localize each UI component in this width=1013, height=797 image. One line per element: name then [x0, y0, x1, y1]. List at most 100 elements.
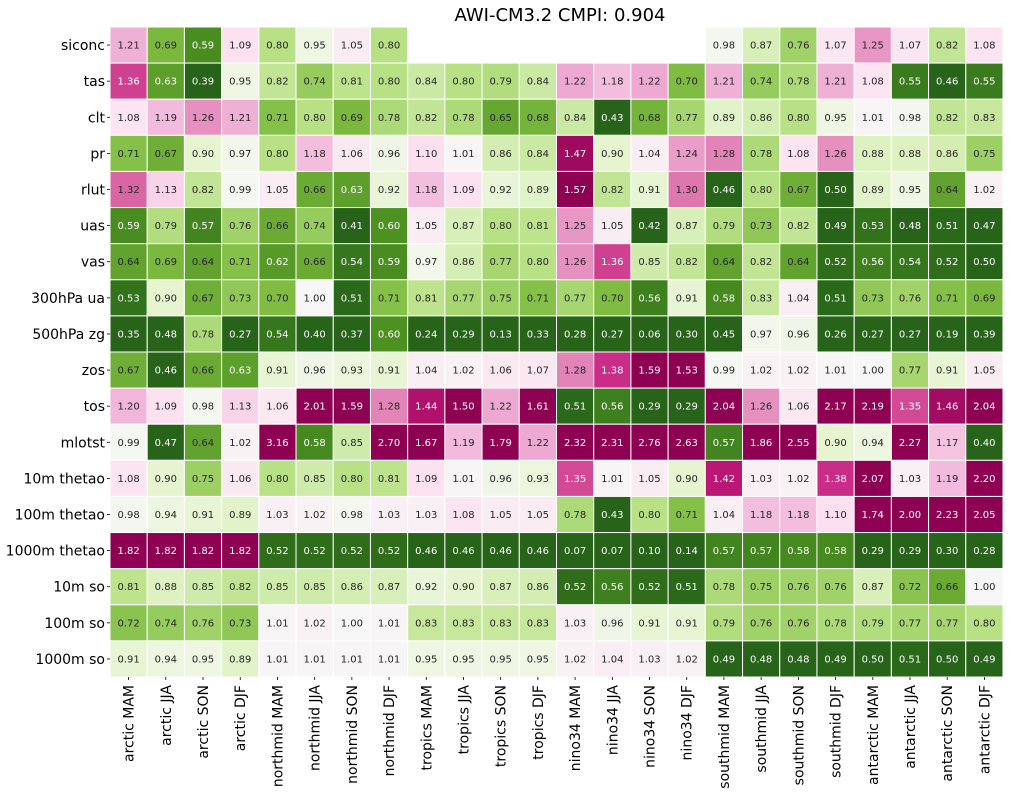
- heatmap-cell: [407, 134, 446, 172]
- column-tick-label: northmid JJA: [308, 685, 324, 771]
- heatmap-cell: [630, 387, 669, 425]
- cell-value-label: 0.96: [490, 474, 512, 485]
- column-tick-label: tropics MAM: [419, 685, 435, 770]
- row-tick-label: 10m so: [53, 580, 105, 596]
- heatmap-cell: [407, 568, 446, 606]
- cell-value-label: 0.86: [750, 113, 772, 124]
- cell-value-label: 0.70: [676, 77, 698, 88]
- heatmap-cell: [593, 134, 632, 172]
- cell-value-label: 1.38: [824, 474, 846, 485]
- cell-value-label: 0.93: [341, 366, 363, 377]
- heatmap-cell: [593, 495, 632, 534]
- heatmap-cell: [928, 315, 967, 353]
- cell-value-label: 0.86: [341, 582, 363, 593]
- heatmap-cell: [332, 532, 371, 570]
- heatmap-cell: [481, 170, 520, 209]
- cell-value-label: 1.03: [415, 510, 437, 521]
- cell-value-label: 0.73: [862, 293, 884, 304]
- cell-value-label: 0.95: [490, 654, 512, 665]
- cell-value-label: 1.22: [527, 438, 549, 449]
- heatmap-cell: [481, 568, 520, 606]
- row-tick-label: rlut: [81, 183, 106, 199]
- column-tick-label: tropics DJF: [531, 685, 547, 760]
- cell-value-label: 0.86: [527, 582, 549, 593]
- cell-value-label: 0.55: [899, 77, 921, 88]
- cell-value-label: 0.57: [713, 438, 735, 449]
- heatmap-cell: [295, 351, 334, 389]
- cell-value-label: 0.57: [750, 546, 772, 557]
- cell-value-label: 0.80: [266, 41, 288, 52]
- heatmap-cell: [221, 604, 260, 642]
- cell-value-label: 0.79: [713, 618, 735, 629]
- heatmap-cell: [742, 604, 781, 642]
- column-tick-label: antarctic SON: [940, 685, 956, 782]
- cell-value-label: 0.95: [899, 185, 921, 196]
- heatmap-cell: [481, 495, 520, 534]
- cell-value-label: 0.45: [713, 329, 735, 340]
- heatmap-cell: [630, 62, 669, 100]
- heatmap-cell: [928, 495, 967, 534]
- column-tick-label: northmid MAM: [270, 685, 286, 787]
- cell-value-label: 0.91: [676, 618, 698, 629]
- cell-value-label: 0.83: [415, 618, 437, 629]
- heatmap-cell: [667, 170, 706, 209]
- cell-value-label: 0.86: [936, 149, 958, 160]
- heatmap-cell: [407, 243, 446, 281]
- cell-value-label: 1.53: [676, 366, 698, 377]
- heatmap-cell: [258, 134, 297, 172]
- heatmap-cell: [816, 62, 855, 100]
- cell-value-label: 1.46: [936, 402, 958, 413]
- heatmap-cell: [332, 207, 371, 245]
- heatmap-cell: [667, 459, 706, 497]
- cell-value-label: 1.21: [229, 113, 251, 124]
- heatmap-cell: [742, 640, 781, 678]
- cell-value-label: 0.89: [713, 113, 735, 124]
- cell-value-label: 0.79: [862, 618, 884, 629]
- cell-value-label: 1.08: [117, 474, 139, 485]
- cell-value-label: 0.95: [304, 41, 326, 52]
- cell-value-label: 2.01: [304, 402, 326, 413]
- cell-value-label: 1.19: [155, 113, 177, 124]
- column-tick-label: arctic SON: [196, 685, 212, 759]
- heatmap-cell: [742, 315, 781, 353]
- cell-value-label: 1.22: [638, 77, 660, 88]
- cell-value-label: 1.05: [601, 221, 623, 232]
- cell-value-label: 0.71: [266, 113, 288, 124]
- heatmap-cell: [369, 495, 409, 534]
- cell-value-label: 1.22: [564, 77, 586, 88]
- cell-value-label: 0.30: [936, 546, 958, 557]
- cell-value-label: 0.78: [564, 510, 586, 521]
- cell-value-label: 0.19: [936, 329, 958, 340]
- cell-value-label: 0.39: [973, 329, 995, 340]
- cell-value-label: 0.73: [229, 293, 251, 304]
- cell-value-label: 0.57: [713, 546, 735, 557]
- cell-value-label: 0.76: [824, 582, 846, 593]
- heatmap-cell: [258, 604, 297, 642]
- heatmap-cell: [853, 98, 892, 136]
- column-tick-label: southmid JJA: [754, 685, 770, 773]
- heatmap-cell: [295, 243, 334, 281]
- heatmap-cell: [667, 207, 706, 245]
- heatmap-cell: [853, 243, 892, 281]
- column-tick-label: nino34 SON: [643, 685, 659, 768]
- cell-value-label: 0.83: [527, 618, 549, 629]
- cell-value-label: 1.10: [824, 510, 846, 521]
- cell-value-label: 0.81: [117, 582, 139, 593]
- cell-value-label: 0.81: [415, 293, 437, 304]
- cell-value-label: 1.05: [341, 41, 363, 52]
- heatmap-cell: [779, 495, 818, 534]
- cell-value-label: 1.02: [452, 366, 474, 377]
- cell-value-label: 0.53: [862, 221, 884, 232]
- heatmap-cell: [295, 26, 334, 64]
- cell-value-label: 0.90: [192, 149, 214, 160]
- cell-value-label: 0.71: [676, 510, 698, 521]
- cell-value-label: 0.29: [862, 546, 884, 557]
- heatmap-cell: [183, 170, 223, 209]
- cell-value-label: 1.02: [787, 474, 809, 485]
- cell-value-label: 0.40: [973, 438, 995, 449]
- heatmap-cell: [258, 459, 297, 497]
- cell-value-label: 1.05: [415, 221, 437, 232]
- cell-value-label: 1.59: [638, 366, 660, 377]
- row-tick-label: zos: [82, 363, 105, 379]
- heatmap-cell: [258, 315, 297, 353]
